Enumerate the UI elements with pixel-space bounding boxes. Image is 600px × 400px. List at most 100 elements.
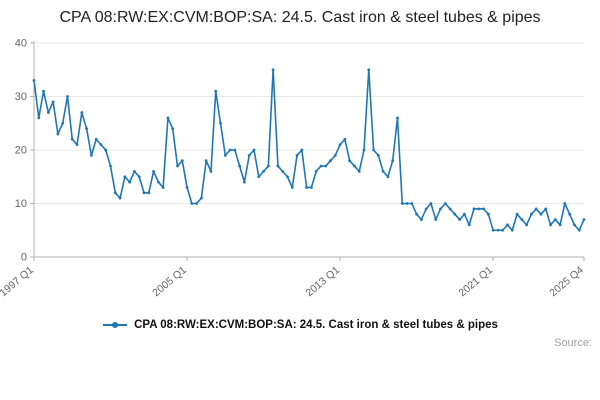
data-point [329, 159, 332, 162]
data-point [415, 212, 419, 216]
data-point [343, 137, 347, 141]
data-point [539, 212, 543, 216]
y-tick-label: 40 [15, 37, 27, 49]
data-point [89, 153, 93, 157]
data-point [525, 223, 529, 227]
data-point [506, 223, 509, 227]
data-point [563, 201, 567, 205]
data-point [510, 228, 514, 232]
data-point [209, 169, 213, 173]
data-point [463, 212, 466, 216]
data-point [357, 169, 361, 173]
data-point [314, 169, 318, 173]
data-point [262, 169, 265, 173]
x-tick-label: 1997 Q1 [0, 264, 36, 299]
data-point [309, 185, 313, 189]
data-point [214, 89, 218, 93]
data-point [46, 110, 50, 114]
page-title: CPA 08:RW:EX:CVM:BOP:SA: 24.5. Cast iron… [59, 9, 541, 26]
data-point [286, 175, 289, 178]
data-point [577, 228, 581, 232]
data-point [448, 207, 452, 211]
x-tick-label: 2025 Q4 [547, 264, 586, 299]
data-point [534, 207, 538, 211]
data-point [104, 148, 108, 152]
data-point [573, 223, 576, 227]
data-point [400, 201, 404, 205]
data-point [161, 185, 165, 189]
data-point [109, 164, 112, 168]
data-point [51, 100, 55, 104]
data-point [66, 94, 69, 98]
data-point [99, 143, 103, 146]
data-point [300, 148, 304, 152]
data-point [281, 169, 285, 173]
data-point [477, 207, 481, 211]
y-tick-label: 0 [21, 251, 27, 263]
legend-line-marker-icon [103, 321, 128, 328]
data-point [113, 191, 117, 194]
legend: CPA 08:RW:EX:CVM:BOP:SA: 24.5. Cast iron… [0, 319, 600, 331]
data-point [381, 169, 385, 173]
data-point [166, 116, 170, 120]
data-point [185, 185, 189, 189]
data-point [228, 148, 232, 152]
data-point [233, 148, 237, 152]
data-point [324, 164, 328, 168]
data-point [582, 217, 586, 221]
data-point [133, 169, 136, 173]
data-point [290, 185, 294, 189]
data-point [520, 217, 524, 221]
data-point [56, 132, 60, 136]
data-point [405, 201, 409, 205]
data-point [152, 169, 155, 173]
data-point [147, 191, 151, 194]
data-point [353, 164, 356, 168]
data-point [386, 175, 390, 178]
data-point [553, 217, 557, 221]
data-point [424, 207, 428, 211]
data-point [204, 159, 208, 162]
data-point [195, 201, 199, 205]
data-point [37, 116, 41, 120]
data-point [486, 212, 490, 216]
data-point [128, 180, 132, 184]
data-point [501, 228, 505, 232]
data-point [190, 201, 194, 205]
data-point [266, 164, 270, 168]
data-point [271, 68, 275, 71]
data-point [276, 164, 280, 168]
data-point [491, 228, 495, 232]
data-point [238, 164, 242, 168]
data-point [396, 116, 399, 120]
x-tick-label: 2021 Q1 [456, 264, 495, 299]
data-point [443, 201, 447, 205]
data-point [439, 207, 442, 211]
data-point [75, 143, 79, 146]
x-tick-label: 2005 Q1 [150, 264, 189, 299]
data-point [70, 137, 74, 141]
data-point [123, 175, 127, 178]
y-tick-label: 20 [15, 144, 27, 156]
y-tick-label: 10 [15, 198, 27, 210]
data-point [558, 223, 562, 227]
data-point [434, 217, 438, 221]
data-point [257, 175, 261, 178]
data-point [410, 201, 414, 205]
data-point [42, 89, 45, 93]
data-point [223, 153, 227, 157]
data-point [219, 121, 222, 125]
y-tick-label: 30 [15, 91, 27, 103]
data-point [199, 196, 203, 200]
data-point [295, 153, 299, 157]
data-point [362, 148, 366, 152]
data-point [156, 180, 160, 184]
data-point [515, 212, 519, 216]
data-point [453, 212, 457, 216]
source-label: Source: [554, 336, 592, 349]
data-point [372, 148, 375, 152]
data-point [568, 212, 572, 216]
data-point [32, 78, 36, 82]
data-point [549, 223, 552, 227]
